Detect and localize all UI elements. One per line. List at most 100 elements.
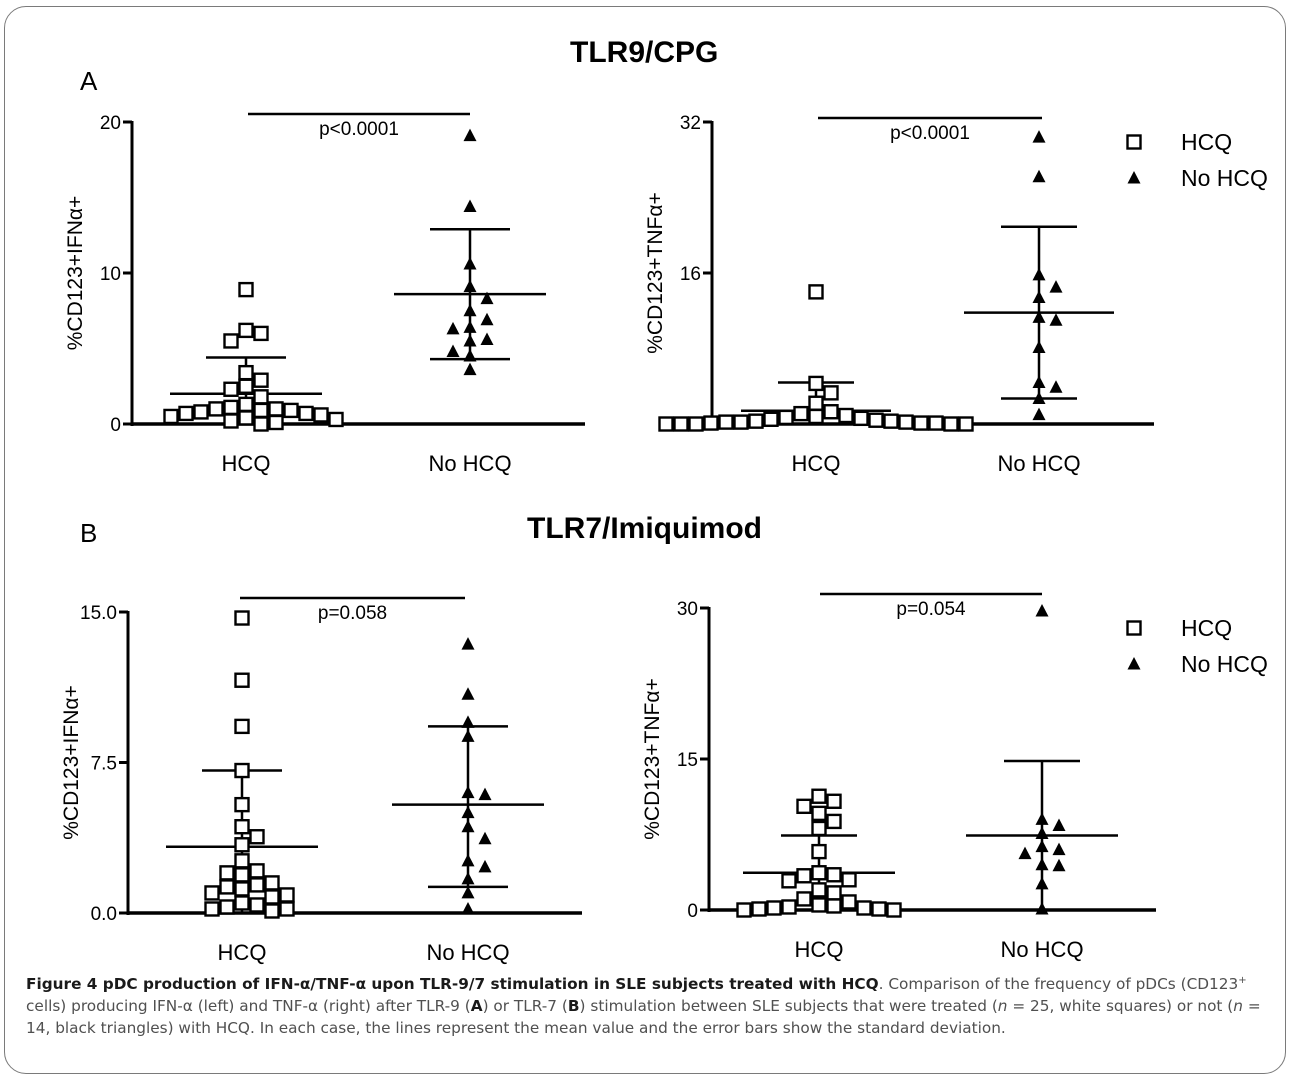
hcq-point bbox=[793, 405, 809, 422]
hcq-point bbox=[943, 416, 959, 432]
hcq-point bbox=[223, 381, 239, 397]
no-hcq-point bbox=[480, 312, 494, 326]
no-hcq-point bbox=[1035, 826, 1049, 839]
hcq-point bbox=[796, 891, 812, 907]
no-hcq-point bbox=[446, 321, 460, 335]
panel-b-letter: B bbox=[80, 518, 98, 548]
p-value-annotation: p=0.058 bbox=[318, 603, 387, 624]
no-hcq-point bbox=[1035, 876, 1049, 890]
hcq-point bbox=[808, 375, 824, 392]
caption-text-2: cells) producing IFN-α (left) and TNF-α … bbox=[26, 997, 471, 1016]
p-value-annotation: p=0.054 bbox=[896, 599, 966, 620]
hcq-point bbox=[313, 407, 329, 423]
legend-hcq-label: HCQ bbox=[1181, 129, 1232, 155]
caption-bold-b: B bbox=[567, 997, 580, 1016]
p-value-annotation: p<0.0001 bbox=[319, 119, 399, 140]
hcq-point bbox=[823, 385, 839, 401]
hcq-point bbox=[268, 401, 284, 417]
hcq-point bbox=[733, 414, 749, 430]
hcq-point bbox=[808, 284, 824, 300]
hcq-point bbox=[234, 867, 250, 883]
hcq-point bbox=[718, 414, 734, 430]
section-a-title: TLR9/CPG bbox=[570, 36, 719, 69]
no-hcq-point bbox=[1052, 842, 1066, 856]
y-tick-label: 20 bbox=[100, 113, 121, 134]
legend-hcq-marker bbox=[1126, 134, 1142, 150]
no-hcq-point bbox=[1032, 340, 1046, 354]
hcq-point bbox=[223, 413, 239, 429]
hcq-point bbox=[841, 894, 857, 910]
hcq-point bbox=[238, 378, 254, 394]
no-hcq-point bbox=[461, 715, 475, 728]
no-hcq-point bbox=[461, 853, 475, 867]
hcq-point bbox=[234, 895, 250, 911]
hcq-point bbox=[249, 863, 265, 879]
hcq-point bbox=[823, 404, 839, 420]
hcq-point bbox=[688, 416, 704, 432]
caption-text-3: ) or TLR-7 ( bbox=[482, 997, 568, 1016]
hcq-point bbox=[811, 805, 827, 822]
hcq-point bbox=[811, 788, 827, 804]
x-tick-label: HCQ bbox=[792, 451, 841, 476]
no-hcq-point bbox=[461, 637, 475, 650]
caption-text-4: ) stimulation between SLE subjects that … bbox=[579, 997, 998, 1016]
no-hcq-point bbox=[1032, 267, 1046, 281]
legend-no-hcq-marker bbox=[1127, 171, 1141, 184]
hcq-point bbox=[204, 901, 220, 917]
no-hcq-point bbox=[461, 871, 475, 885]
hcq-point bbox=[841, 872, 857, 888]
no-hcq-point bbox=[1052, 858, 1066, 872]
hcq-point bbox=[238, 396, 254, 413]
hcq-point bbox=[193, 404, 209, 420]
no-hcq-point bbox=[461, 885, 475, 899]
hcq-point bbox=[826, 885, 842, 901]
caption-text-5: = 25, white squares) or not ( bbox=[1007, 997, 1234, 1016]
hcq-point bbox=[883, 413, 899, 429]
hcq-point bbox=[898, 414, 914, 430]
hcq-point bbox=[913, 415, 929, 431]
no-hcq-point bbox=[1032, 310, 1046, 323]
hcq-point bbox=[871, 901, 887, 917]
legend-no-hcq-label: No HCQ bbox=[1181, 651, 1268, 677]
y-tick-label: 32 bbox=[680, 113, 701, 134]
no-hcq-point bbox=[478, 831, 492, 845]
no-hcq-point bbox=[1049, 280, 1063, 293]
no-hcq-point bbox=[463, 303, 477, 317]
no-hcq-point bbox=[1032, 391, 1046, 405]
hcq-point bbox=[234, 819, 250, 835]
hcq-point bbox=[253, 389, 269, 405]
x-tick-label: No HCQ bbox=[997, 451, 1080, 476]
hcq-point bbox=[234, 837, 250, 853]
hcq-point bbox=[264, 875, 280, 891]
hcq-point bbox=[234, 762, 250, 779]
no-hcq-point bbox=[463, 349, 477, 362]
hcq-point bbox=[811, 843, 827, 860]
hcq-point bbox=[811, 820, 827, 837]
x-tick-label: HCQ bbox=[222, 451, 271, 476]
no-hcq-point bbox=[1052, 818, 1066, 831]
x-tick-label: No HCQ bbox=[426, 940, 509, 965]
y-tick-label: 10 bbox=[100, 264, 121, 285]
hcq-point bbox=[283, 402, 299, 419]
no-hcq-point bbox=[463, 320, 477, 333]
no-hcq-point bbox=[461, 819, 475, 833]
caption-n-2: n bbox=[1233, 997, 1243, 1016]
hcq-point bbox=[234, 881, 250, 897]
y-axis-label: %CD123+IFNα+ bbox=[64, 196, 87, 351]
y-tick-label: 7.5 bbox=[91, 754, 117, 775]
hcq-point bbox=[238, 281, 254, 298]
hcq-point bbox=[796, 868, 812, 884]
hcq-point bbox=[253, 372, 269, 388]
y-axis-label: %CD123+TNFα+ bbox=[644, 192, 667, 354]
x-tick-label: HCQ bbox=[795, 937, 844, 962]
caption-n-1: n bbox=[997, 997, 1008, 1016]
legend-hcq-label: HCQ bbox=[1181, 615, 1232, 641]
hcq-point bbox=[163, 408, 179, 425]
no-hcq-point bbox=[461, 901, 475, 915]
no-hcq-point bbox=[1035, 604, 1049, 617]
y-tick-label: 30 bbox=[677, 599, 698, 620]
hcq-point bbox=[703, 415, 719, 431]
hcq-point bbox=[763, 411, 779, 427]
no-hcq-point bbox=[1032, 290, 1046, 304]
hcq-point bbox=[796, 798, 812, 815]
